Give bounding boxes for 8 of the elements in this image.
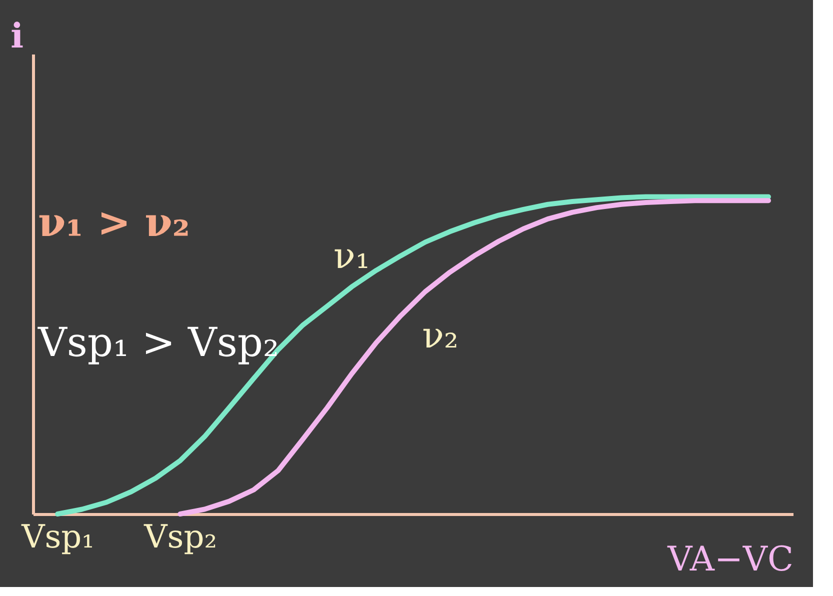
series-label: ν₁ xyxy=(334,236,370,277)
x-tick-label: Vsp₁ xyxy=(20,518,94,556)
y-axis-title: i xyxy=(10,16,24,56)
series-label: ν₂ xyxy=(422,316,458,357)
annotation: ν₁ > ν₂ xyxy=(38,199,190,246)
x-tick-label: Vsp₂ xyxy=(143,518,218,556)
annotation: Vsp₁ > Vsp₂ xyxy=(37,320,280,366)
x-axis-title: VA−VC xyxy=(666,540,794,580)
